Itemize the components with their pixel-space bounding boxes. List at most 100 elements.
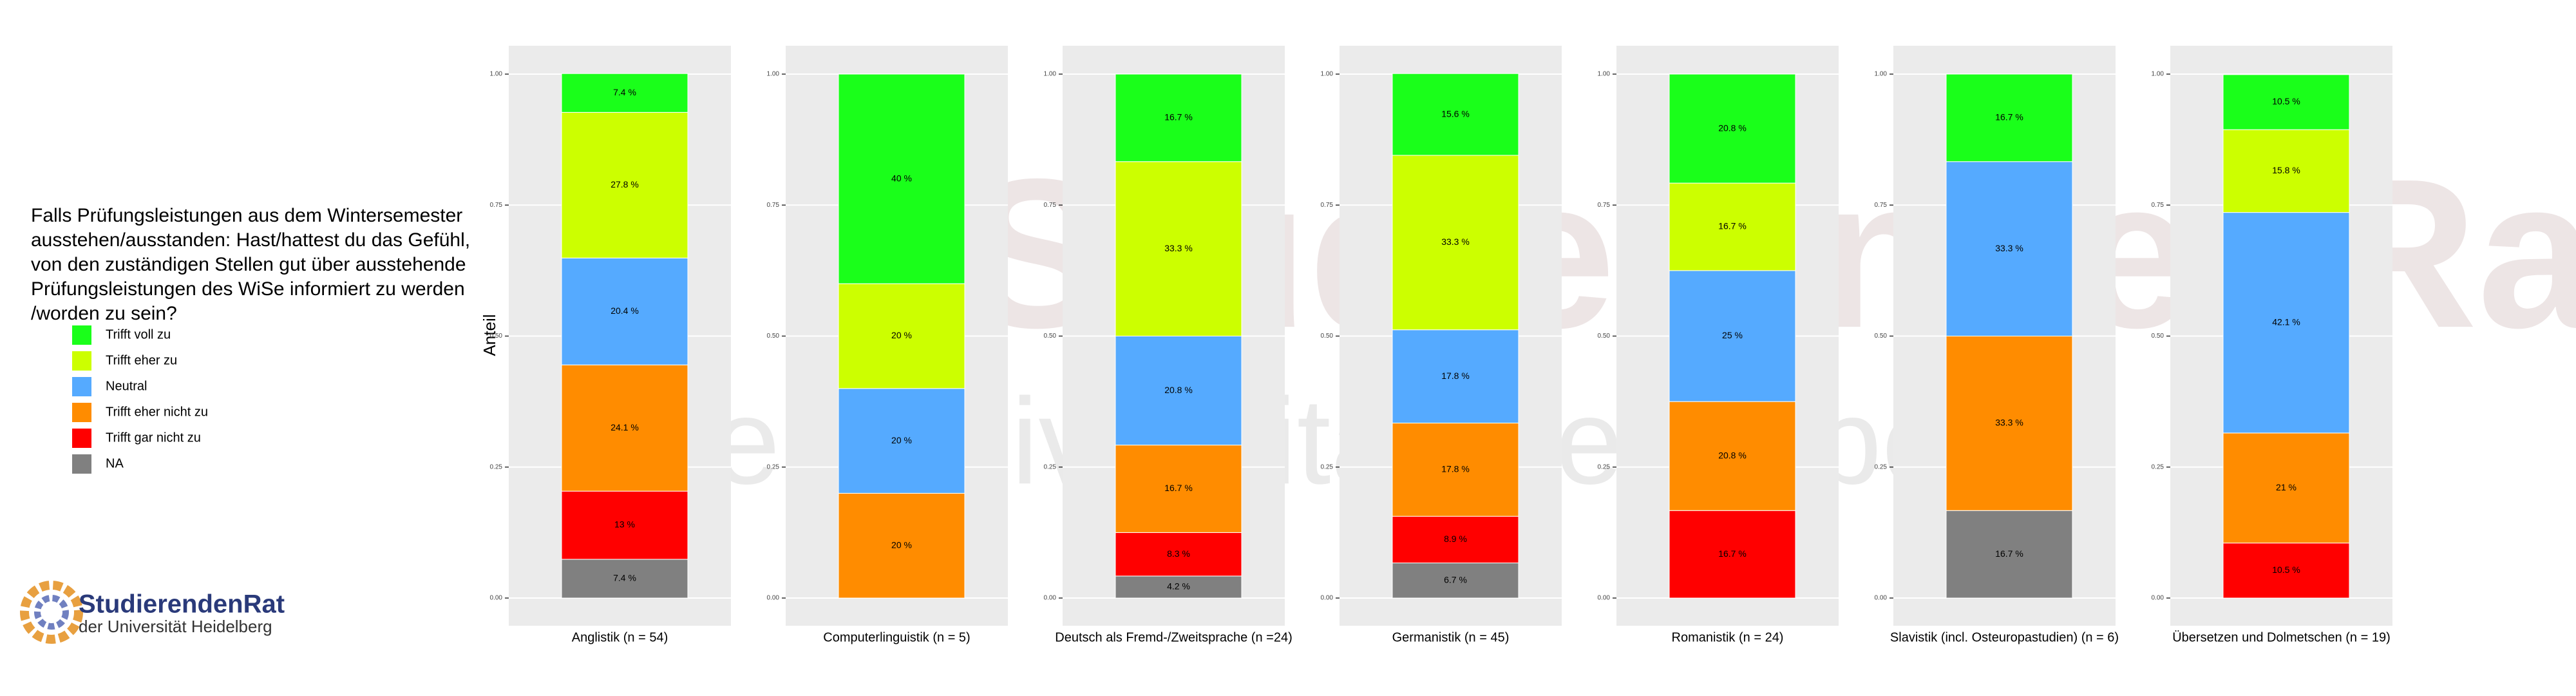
bar-segment	[561, 73, 688, 113]
data-label: 20.8 %	[1718, 450, 1747, 460]
bar-segment	[1669, 510, 1796, 599]
y-tick-label: 0.25	[1321, 463, 1334, 470]
y-tick-label: 0.00	[1044, 595, 1057, 602]
bar-segment	[1115, 575, 1242, 599]
bar-segment	[1946, 73, 2073, 162]
x-category-label: Romanistik (n = 24)	[1672, 630, 1784, 644]
data-label: 16.7 %	[1995, 112, 2023, 122]
data-label: 7.4 %	[613, 87, 636, 97]
y-tick-label: 0.25	[490, 463, 503, 470]
bar-segment	[1946, 510, 2073, 599]
bar-segment	[838, 73, 965, 284]
legend-swatch	[72, 325, 91, 345]
y-tick-label: 0.50	[2152, 333, 2164, 340]
bar-segment	[1392, 422, 1519, 517]
y-axis-label: Anteil	[480, 314, 499, 356]
y-tick-label: 0.00	[767, 595, 780, 602]
y-tick-label: 0.75	[1044, 202, 1057, 209]
x-category-label: Anglistik (n = 54)	[572, 630, 668, 644]
bar-segment	[1115, 445, 1242, 533]
legend-label: Neutral	[106, 379, 147, 393]
legend-swatch	[72, 377, 91, 396]
legend-label: Trifft voll zu	[106, 327, 171, 342]
data-label: 20.8 %	[1718, 122, 1747, 133]
data-label: 17.8 %	[1441, 464, 1470, 474]
bar-segment	[2222, 74, 2350, 130]
data-label: 16.7 %	[1164, 483, 1193, 493]
chart-title: ausstehen/ausstanden: Hast/hattest du da…	[31, 229, 470, 251]
data-label: 20 %	[891, 435, 912, 445]
y-tick-label: 0.75	[2152, 202, 2164, 209]
data-label: 33.3 %	[1441, 237, 1470, 247]
bar-segment	[838, 283, 965, 389]
y-tick-label: 0.00	[1875, 595, 1888, 602]
y-tick-label: 1.00	[490, 71, 503, 78]
bar-segment	[2222, 212, 2350, 434]
bar-segment	[1669, 73, 1796, 184]
legend-swatch	[72, 351, 91, 371]
data-label: 24.1 %	[611, 422, 639, 432]
legend-label: Trifft eher nicht zu	[106, 405, 208, 419]
data-label: 16.7 %	[1995, 548, 2023, 559]
bar-segment	[2222, 432, 2350, 544]
bar-segment	[561, 559, 688, 599]
y-tick-label: 0.50	[490, 333, 503, 340]
y-tick-label: 0.00	[1598, 595, 1611, 602]
y-tick-label: 0.50	[1321, 333, 1334, 340]
data-label: 20 %	[891, 330, 912, 340]
bar-segment	[1392, 329, 1519, 423]
data-label: 27.8 %	[611, 179, 639, 189]
y-tick-label: 0.75	[767, 202, 780, 209]
x-category-label: Slavistik (incl. Osteuropastudien) (n = …	[1890, 630, 2119, 644]
bar-segment	[838, 492, 965, 599]
data-label: 40 %	[891, 173, 912, 183]
data-label: 10.5 %	[2272, 96, 2300, 106]
bar-segment	[561, 364, 688, 492]
data-label: 17.8 %	[1441, 371, 1470, 381]
data-label: 10.5 %	[2272, 565, 2300, 575]
y-tick-label: 0.00	[1321, 595, 1334, 602]
y-tick-label: 0.25	[1875, 463, 1888, 470]
legend-swatch	[72, 403, 91, 422]
data-label: 20.4 %	[611, 305, 639, 316]
x-category-label: Germanistik (n = 45)	[1392, 630, 1510, 644]
y-tick-label: 1.00	[767, 71, 780, 78]
data-label: 33.3 %	[1164, 243, 1193, 253]
bar-segment	[1115, 161, 1242, 336]
bar-segment	[1115, 73, 1242, 162]
y-tick-label: 0.50	[1598, 333, 1611, 340]
y-tick-label: 1.00	[1321, 71, 1334, 78]
y-tick-label: 0.75	[1598, 202, 1611, 209]
bar-segment	[1946, 161, 2073, 336]
data-label: 15.6 %	[1441, 108, 1470, 119]
logo-icon	[34, 595, 69, 630]
data-label: 33.3 %	[1995, 418, 2023, 428]
bar-segment	[561, 490, 688, 560]
legend-swatch	[72, 454, 91, 474]
y-tick-label: 0.50	[1875, 333, 1888, 340]
data-label: 16.7 %	[1164, 112, 1193, 122]
data-label: 13 %	[614, 519, 635, 530]
data-label: 8.9 %	[1444, 534, 1467, 544]
data-label: 16.7 %	[1718, 548, 1747, 559]
y-tick-label: 1.00	[1598, 71, 1611, 78]
y-tick-label: 0.75	[1321, 202, 1334, 209]
bar-segment	[1392, 73, 1519, 156]
data-label: 8.3 %	[1167, 548, 1190, 559]
logo-icon	[20, 581, 83, 644]
data-label: 25 %	[1722, 330, 1743, 340]
chart-title: /worden zu sein?	[31, 303, 177, 324]
y-tick-label: 1.00	[2152, 71, 2164, 78]
bar-segment	[2222, 543, 2350, 599]
data-label: 33.3 %	[1995, 243, 2023, 253]
data-label: 16.7 %	[1718, 221, 1747, 231]
bar-segment	[1946, 336, 2073, 511]
y-tick-label: 1.00	[1044, 71, 1057, 78]
x-category-label: Deutsch als Fremd-/Zweitsprache (n =24)	[1055, 630, 1292, 644]
bar-segment	[561, 111, 688, 258]
bar-segment	[1669, 270, 1796, 402]
y-tick-label: 0.75	[490, 202, 503, 209]
bar-segment	[1115, 532, 1242, 577]
chart-title: Prüfungsleistungen des WiSe informiert z…	[31, 278, 465, 300]
legend-label: Trifft gar nicht zu	[106, 430, 201, 445]
